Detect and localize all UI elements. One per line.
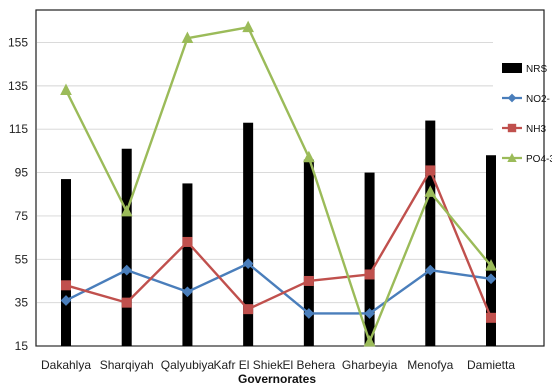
y-tick-label-115: 115: [9, 122, 28, 136]
series-line-nh3: [64, 169, 493, 320]
legend-marker-po4-3: [507, 153, 517, 162]
point-nh3-menofya: [425, 165, 436, 176]
bar-nrs-kafr-el-shiek: [243, 122, 254, 346]
legend-marker-nh3: [507, 123, 517, 133]
point-po4-3-el-behera: [303, 150, 315, 163]
point-nh3-sharqiyah: [121, 297, 132, 308]
bar-nrs-el-behera: [303, 159, 314, 346]
point-nh3-gharbeyia: [364, 269, 375, 280]
x-tick-label-menofya: Menofya: [407, 358, 453, 372]
point-po4-3-gharbeyia: [363, 334, 376, 347]
y-tick-label-95: 95: [15, 166, 29, 180]
x-tick-label-kafr-el-shiek: Kafr El Shiek: [213, 358, 283, 372]
point-po4-3-dakahlya: [60, 83, 72, 96]
grid-layer: [35, 9, 545, 347]
point-po4-3-kafr-el-shiek: [242, 20, 254, 33]
bar-nrs-sharqiyah: [121, 148, 132, 346]
line-layer: [64, 26, 493, 343]
x-tick-label-damietta: Damietta: [467, 358, 515, 372]
bar-nrs-menofya: [425, 120, 436, 346]
series-line-po4-3: [64, 26, 493, 343]
bar-nrs-gharbeyia: [364, 172, 375, 346]
y-tick-label-15: 15: [15, 339, 29, 353]
x-tick-label-qalyubiya: Qalyubiya: [161, 358, 215, 372]
point-po4-3-menofya: [424, 185, 437, 197]
x-tick-label-el-behera: El Behera: [283, 358, 336, 372]
point-nh3-dakahlya: [61, 280, 72, 291]
legend-item-po4-3: PO4-3: [502, 153, 552, 165]
y-tick-label-135: 135: [8, 79, 28, 93]
legend-swatch-nrs: [502, 63, 522, 73]
point-no2-menofya: [424, 264, 436, 276]
point-po4-3-damietta: [485, 259, 497, 271]
legend-label-nrs: NRS: [526, 64, 547, 75]
point-no2-dakahlya: [60, 295, 72, 306]
legend-label-nh3: NH3: [526, 124, 546, 135]
bar-nrs-damietta: [486, 155, 496, 346]
y-tick-label-75: 75: [15, 209, 29, 223]
plot-frame: [35, 9, 545, 347]
point-no2-gharbeyia: [364, 308, 375, 319]
point-nh3-el-behera: [303, 275, 314, 286]
series-line-no2: [64, 262, 493, 315]
point-po4-3-qalyubiya: [181, 31, 194, 43]
point-no2-el-behera: [303, 308, 315, 319]
point-nh3-damietta: [485, 312, 496, 323]
legend-marker-no2: [507, 93, 517, 103]
legend-item-nrs: NRS: [502, 63, 547, 75]
x-tick-label-sharqiyah: Sharqiyah: [100, 358, 154, 372]
point-no2-damietta: [485, 273, 497, 285]
x-tick-label-dakahlya: Dakahlya: [41, 358, 91, 372]
marker-layer: [60, 20, 497, 347]
legend-item-no2: NO2-: [502, 93, 550, 105]
x-tick-label-gharbeyia: Gharbeyia: [342, 358, 398, 372]
point-nh3-qalyubiya: [182, 236, 193, 247]
point-no2-kafr-el-shiek: [242, 258, 254, 269]
bar-nrs-qalyubiya: [182, 183, 193, 346]
legend-item-nh3: NH3: [502, 123, 546, 135]
point-po4-3-sharqiyah: [120, 204, 133, 217]
legend-label-po4-3: PO4-3: [526, 154, 552, 165]
bar-nrs-dakahlya: [61, 179, 71, 346]
bar-layer: [61, 120, 496, 346]
x-axis-title: Governorates: [238, 372, 316, 386]
legend-layer: NRS NO2- NH3 PO4-3: [502, 63, 552, 165]
point-nh3-kafr-el-shiek: [243, 304, 254, 315]
y-tick-label-55: 55: [15, 252, 29, 266]
point-no2-sharqiyah: [121, 264, 133, 276]
legend-label-no2: NO2-: [526, 94, 550, 105]
y-tick-label-155: 155: [8, 36, 28, 50]
axis-layer: 15 35 55 75 95 115 135 155 Dakahlya Sharqiyah Qaly…: [8, 10, 515, 386]
y-tick-label-35: 35: [15, 296, 29, 310]
point-no2-qalyubiya: [182, 286, 193, 298]
